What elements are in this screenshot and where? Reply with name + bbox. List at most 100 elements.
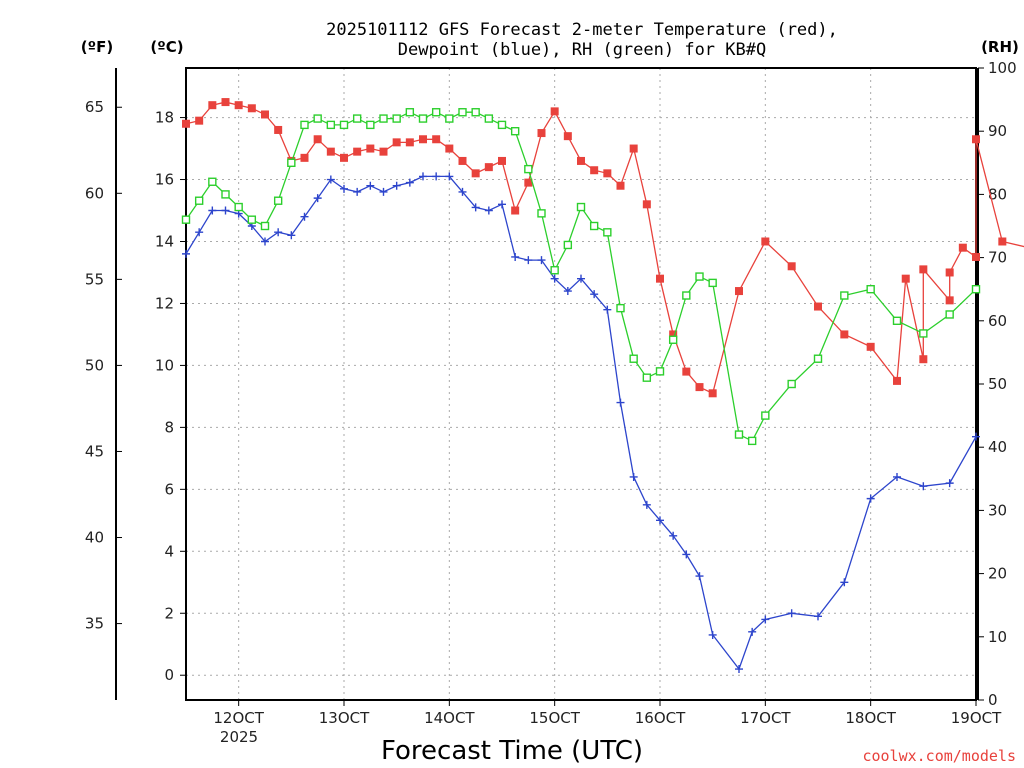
rh-point — [971, 285, 981, 294]
rh-tick-label: 10 — [988, 628, 1007, 646]
temperature-point — [945, 268, 954, 277]
rh-point — [510, 126, 520, 136]
temperature-point — [919, 265, 928, 274]
dewpoint-point — [353, 187, 362, 196]
temperature-point — [274, 125, 283, 134]
temperature-point — [300, 153, 309, 162]
temperature-point — [590, 166, 599, 175]
temperature-point — [840, 330, 849, 339]
temperature-point — [379, 147, 388, 156]
temperature-point — [405, 138, 414, 147]
temperature-point — [458, 156, 467, 165]
rh-point — [313, 114, 322, 123]
temperature-point — [313, 135, 322, 144]
temperature-point — [972, 135, 980, 144]
rh-unit-label: (RH) — [981, 38, 1019, 56]
dewpoint-point — [432, 172, 441, 181]
dewpoint-point — [471, 203, 480, 212]
rh-point — [603, 228, 612, 237]
temperature-point — [182, 119, 190, 128]
x-tick-label: 15OCT — [529, 709, 580, 727]
celsius-tick-label: 0 — [164, 666, 174, 684]
dewpoint-point — [708, 630, 717, 639]
fahrenheit-unit-label: (ºF) — [81, 38, 113, 56]
temperature-point — [261, 110, 269, 119]
dewpoint-point — [419, 172, 427, 181]
rh-point — [866, 285, 875, 294]
celsius-tick-label: 12 — [155, 294, 174, 312]
temperature-point — [998, 237, 1007, 246]
rh-point — [405, 108, 415, 117]
fahrenheit-tick-label: 50 — [85, 356, 104, 374]
rh-point — [655, 367, 665, 376]
dewpoint-point — [182, 249, 190, 258]
dewpoint-point — [577, 274, 585, 283]
dewpoint-point — [287, 231, 296, 240]
rh-point — [589, 221, 599, 231]
year-label: 2025 — [220, 728, 258, 746]
dewpoint-point — [484, 206, 493, 215]
temperature-point — [708, 389, 717, 398]
dewpoint-point — [340, 184, 348, 193]
temperature-point — [208, 101, 217, 110]
fahrenheit-tick-label: 60 — [85, 184, 104, 202]
temperature-point — [945, 296, 954, 305]
rh-point — [616, 303, 625, 313]
rh-point — [484, 114, 494, 123]
series — [181, 98, 1024, 674]
dewpoint-point — [814, 612, 822, 621]
fahrenheit-tick-label: 55 — [85, 270, 104, 288]
temperature-point — [234, 101, 243, 110]
temperature-point — [498, 156, 506, 165]
rh-point — [287, 158, 296, 168]
x-axis-label: Forecast Time (UTC) — [381, 736, 643, 766]
rh-tick-label: 50 — [988, 375, 1007, 393]
temperature-point — [919, 355, 928, 364]
rh-point — [787, 379, 796, 389]
celsius-tick-label: 6 — [164, 480, 174, 498]
x-tick-label: 19OCT — [951, 709, 1002, 727]
plot-frame — [185, 67, 977, 701]
x-tick-label: 12OCT — [213, 709, 264, 727]
temperature-point — [511, 206, 520, 215]
rh-point — [379, 114, 388, 123]
dewpoint-point — [616, 398, 625, 407]
dewpoint-point — [195, 228, 204, 237]
dewpoint-point — [695, 572, 704, 581]
x-tick-label: 16OCT — [635, 709, 686, 727]
temperature-point — [392, 138, 401, 147]
temperature-point — [221, 98, 230, 107]
dewpoint-point — [313, 194, 322, 203]
temperature-point — [642, 200, 651, 209]
temperature-point — [761, 237, 770, 246]
dewpoint-point — [669, 531, 678, 540]
x-tick-label: 18OCT — [845, 709, 896, 727]
temperature-point — [616, 181, 625, 190]
rh-point — [260, 221, 270, 231]
temperature-point — [366, 144, 375, 153]
rh-tick-label: 90 — [988, 122, 1007, 140]
rh-point — [234, 202, 243, 212]
rh-tick-label: 60 — [988, 312, 1007, 330]
dewpoint-point — [919, 482, 928, 491]
temperature-point — [419, 135, 427, 144]
rh-point — [747, 436, 757, 446]
temperature-point — [432, 135, 441, 144]
temperature-point — [484, 163, 493, 172]
dewpoint-point — [498, 200, 506, 209]
credit-label: coolwx.com/models — [862, 747, 1016, 765]
rh-tick-label: 0 — [988, 691, 998, 709]
x-tick-label: 14OCT — [424, 709, 475, 727]
dewpoint-point — [866, 494, 875, 503]
celsius-tick-label: 8 — [164, 418, 174, 436]
temperature-point — [695, 383, 704, 392]
fahrenheit-tick-label: 65 — [85, 98, 104, 116]
dewpoint-point — [511, 252, 520, 261]
dewpoint-point — [261, 237, 269, 246]
rh-point — [181, 215, 191, 224]
dewpoint-point — [392, 181, 401, 190]
temperature-point — [629, 144, 638, 153]
temperature-point — [537, 129, 546, 138]
rh-point — [695, 272, 704, 281]
dewpoint-point — [761, 615, 770, 624]
